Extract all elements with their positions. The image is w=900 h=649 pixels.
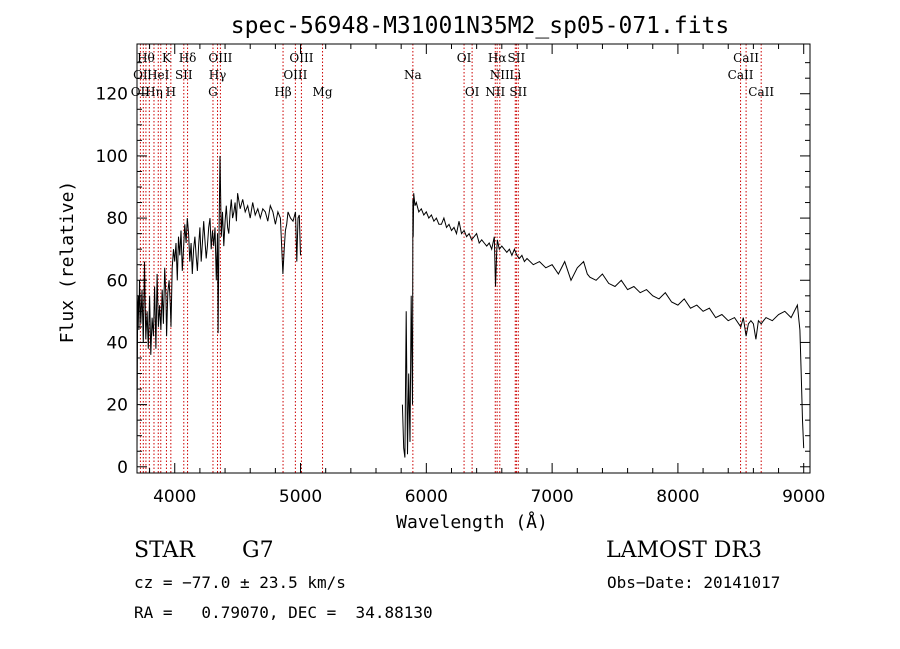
line-label-1: K <box>162 51 172 65</box>
spectrum-chart: spec-56948-M31001N35M2_sp05-071.fits Hθ K… <box>57 13 825 533</box>
line-label-11: SII <box>175 68 193 82</box>
y-axis-label: Flux (relative) <box>57 181 78 344</box>
line-label-4: OIII <box>289 51 313 65</box>
y-tick-label: 80 <box>106 209 128 229</box>
line-label-16: Li <box>509 68 521 82</box>
y-tick-label: 120 <box>96 85 128 105</box>
line-label-23: Mg <box>313 85 333 99</box>
line-label-26: SII <box>509 85 527 99</box>
observation-date: Obs−Date: 20141017 <box>607 573 781 592</box>
line-label-18: OII <box>131 85 151 99</box>
line-label-8: CaII <box>733 51 759 65</box>
y-tick-label: 0 <box>117 458 128 478</box>
x-tick-label: 7000 <box>530 487 573 507</box>
chart-title: spec-56948-M31001N35M2_sp05-071.fits <box>231 13 730 39</box>
coordinates: RA = 0.79070, DEC = 34.88130 <box>134 603 433 622</box>
line-label-14: Na <box>404 68 422 82</box>
x-axis-ticks: 4000 5000 6000 7000 8000 9000 <box>149 44 825 507</box>
y-tick-label: 40 <box>106 333 128 353</box>
line-label-12: Hγ <box>209 68 227 82</box>
line-label-17: CaII <box>728 68 754 82</box>
y-tick-label: 60 <box>106 271 128 291</box>
spectrum-series-line <box>136 155 805 458</box>
line-label-24: OI <box>465 85 480 99</box>
x-tick-label: 8000 <box>656 487 699 507</box>
spectral-line-markers <box>139 44 762 473</box>
line-label-25: NII <box>485 85 505 99</box>
line-label-13: OIII <box>283 68 307 82</box>
x-tick-label: 9000 <box>782 487 825 507</box>
plot-frame <box>136 43 811 474</box>
line-label-5: OI <box>457 51 472 65</box>
line-label-20: H <box>166 85 176 99</box>
object-subclass: G7 <box>242 538 274 563</box>
line-label-10: HeI <box>147 68 170 82</box>
line-label-15: NII <box>490 68 510 82</box>
x-tick-label: 5000 <box>279 487 322 507</box>
survey-name: LAMOST DR3 <box>606 538 762 563</box>
line-label-27: CaII <box>748 85 774 99</box>
line-label-7: SII <box>508 51 526 65</box>
y-tick-label: 20 <box>106 396 128 416</box>
line-label-19: Hη <box>145 85 163 99</box>
line-label-2: Hδ <box>179 51 197 65</box>
line-label-21: G <box>208 85 218 99</box>
redshift-cz: cz = −77.0 ± 23.5 km/s <box>134 573 346 592</box>
line-label-22: Hβ <box>274 85 291 99</box>
y-axis-ticks: 0 20 40 60 80 100 120 <box>96 62 810 478</box>
line-label-6: Hα <box>488 51 507 65</box>
line-label-9: OI <box>133 68 148 82</box>
object-class: STAR <box>134 538 195 563</box>
x-tick-label: 4000 <box>153 487 196 507</box>
line-label-3: OIII <box>208 51 232 65</box>
line-label-0: Hθ <box>137 51 155 65</box>
y-tick-label: 100 <box>96 147 128 167</box>
x-axis-label: Wavelength (Å) <box>396 511 548 533</box>
x-tick-label: 6000 <box>405 487 448 507</box>
